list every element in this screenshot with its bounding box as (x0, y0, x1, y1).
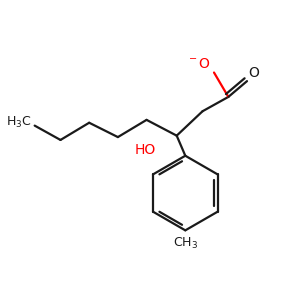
Text: H$_3$C: H$_3$C (6, 115, 32, 130)
Text: CH$_3$: CH$_3$ (173, 236, 198, 250)
Text: O: O (248, 66, 259, 80)
Text: HO: HO (134, 143, 156, 157)
Text: $^-$O: $^-$O (186, 57, 211, 71)
